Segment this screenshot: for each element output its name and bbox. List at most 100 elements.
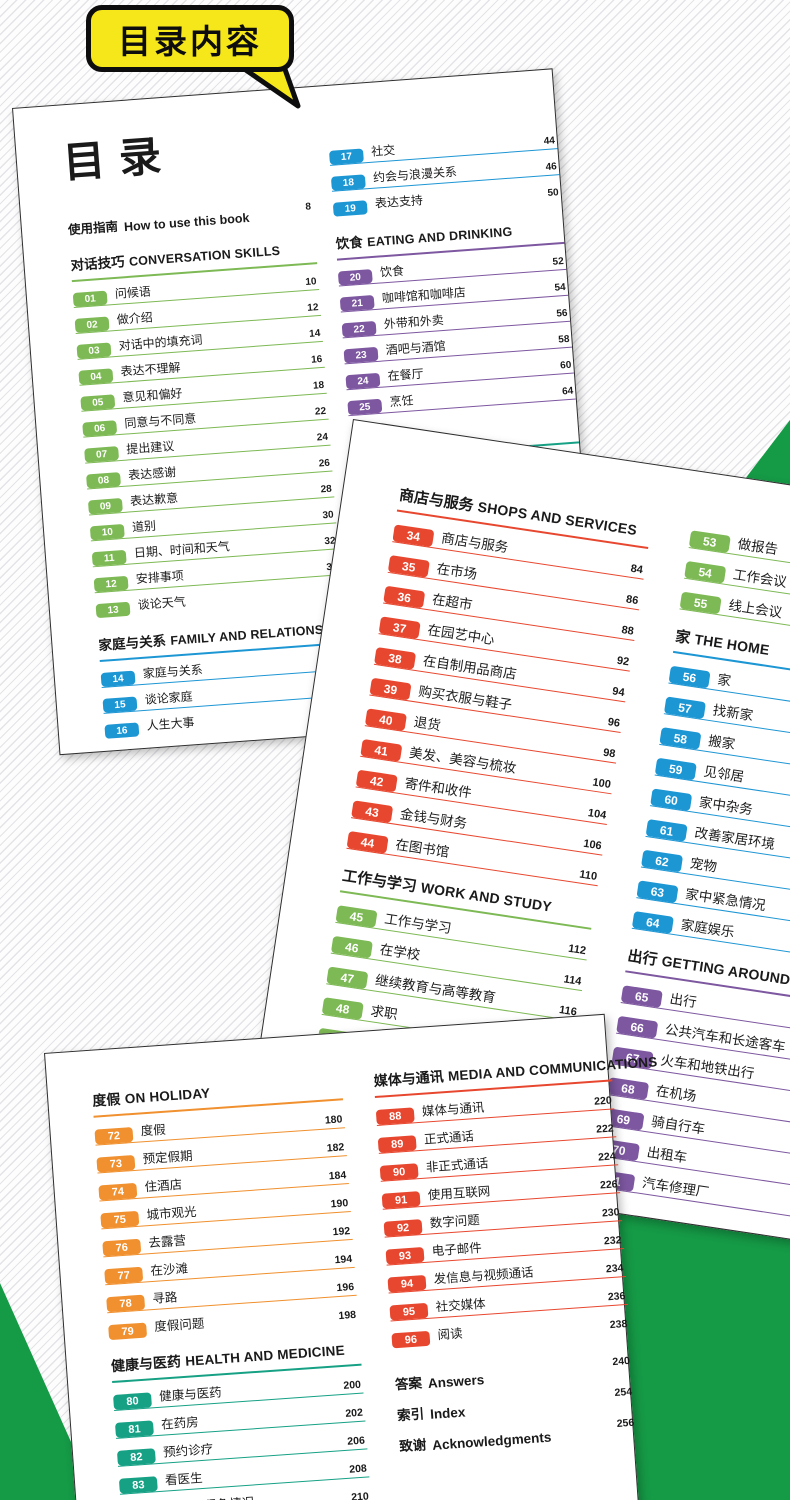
section-title-zh: 工作与学习 [341,867,418,896]
unit-number-badge: 22 [341,320,377,338]
entry-title-zh: 致谢 [398,1437,427,1455]
page-number: 236 [607,1290,626,1304]
page-number: 24 [316,431,329,444]
unit-number-badge: 18 [330,174,366,191]
page-number: 226 [599,1178,618,1192]
unit-title: 在药房 [160,1415,200,1432]
page-number: 114 [562,973,583,988]
page-number: 196 [336,1280,355,1295]
unit-number-badge: 73 [96,1154,136,1173]
page-number: 100 [591,776,612,792]
page-number: 16 [310,353,323,366]
unit-number-badge: 78 [106,1294,146,1313]
unit-number-badge: 88 [375,1107,415,1125]
page-number: 58 [557,333,570,346]
unit-number-badge: 20 [337,269,373,286]
unit-number-badge: 21 [339,295,375,312]
entry-title-zh: 索引 [396,1406,425,1424]
page-number: 50 [547,187,560,199]
page-number: 202 [344,1406,364,1420]
page-number: 52 [552,256,565,268]
page-number: 22 [314,405,327,418]
unit-number-badge: 89 [377,1135,417,1153]
unit-title: 在餐厅 [387,366,425,384]
unit-title: 家 [716,671,732,689]
unit-title: 度假 [140,1122,167,1139]
unit-title: 问候语 [114,284,152,301]
toc-page-3: 度假 ON HOLIDAY 72 度假 180 73 预定假期 182 74 住酒店 184 75 城… [44,1013,658,1500]
unit-number-badge: 77 [104,1266,144,1285]
section-title-zh: 家 [674,628,692,648]
unit-number-badge: 92 [383,1219,423,1237]
page-number: 86 [625,593,640,608]
section-title-zh: 饮食 [335,234,364,252]
page-number: 194 [334,1253,353,1267]
unit-number-badge: 82 [116,1448,156,1466]
page-number: 104 [587,807,608,822]
unit-title: 正式通话 [423,1129,475,1147]
page-number: 198 [338,1308,357,1323]
entry-title-en: Acknowledgments [431,1429,552,1453]
unit-title: 道别 [131,518,157,535]
unit-number-badge: 11 [91,549,127,567]
section-title-en: EATING AND DRINKING [366,224,513,250]
section-title-zh: 出行 [626,947,659,969]
unit-title: 伤痛与紧急情况 [158,1491,255,1500]
section-title-en: THE HOME [693,631,771,658]
toc-title: 目录 [61,133,177,188]
unit-title: 社交 [370,143,396,159]
unit-title: 烹饪 [389,393,415,410]
unit-title: 人生大事 [146,715,196,733]
block-list: 度假 ON HOLIDAY 72 度假 180 73 预定假期 182 74 住酒店 184 75 城… [90,1057,374,1500]
unit-number-badge: 96 [391,1330,431,1349]
page-number: 56 [556,307,568,320]
section-title-en: CONVERSATION SKILLS [128,243,281,269]
unit-title: 寻路 [151,1290,178,1307]
page-number: 208 [348,1462,368,1476]
callout-bubble-box: 目录内容 [86,5,294,72]
section-title-en: ON HOLIDAY [124,1085,211,1107]
unit-title: 社交媒体 [435,1296,487,1315]
section-title-en: HEALTH AND MEDICINE [184,1342,346,1369]
page-number: 14 [308,328,321,340]
page-number: 256 [616,1416,635,1430]
page-number: 206 [346,1434,366,1448]
page-number: 10 [305,276,317,288]
unit-number-badge: 15 [102,696,138,713]
page-number: 64 [561,385,574,398]
unit-number-badge: 94 [387,1274,427,1293]
unit-number-badge: 81 [114,1420,154,1438]
unit-number-badge: 07 [84,446,120,463]
callout-bubble: 目录内容 [80,0,320,120]
unit-number-badge: 16 [104,722,140,739]
unit-title: 在沙滩 [149,1261,189,1279]
page-number: 18 [312,379,325,392]
unit-number-badge: 83 [118,1476,158,1494]
unit-number-badge: 74 [98,1182,138,1201]
entry-title-zh: 使用指南 [67,219,119,238]
unit-title: 做介绍 [116,310,154,327]
page3-column-2: 媒体与通讯 MEDIA AND COMMUNICATIONS 88 媒体与通讯 220… [371,1038,658,1456]
unit-title: 城市观光 [146,1204,197,1223]
unit-number-badge: 19 [332,200,368,217]
page-number: 92 [616,654,630,669]
unit-number-badge: 04 [78,368,114,385]
page-number: 234 [605,1262,624,1276]
unit-number-badge: 76 [102,1238,142,1257]
unit-number-badge: 75 [100,1210,140,1229]
unit-number-badge: 90 [379,1163,419,1181]
section-title-zh: 商店与服务 [397,486,475,515]
page-number: 240 [611,1354,631,1369]
unit-number-badge: 14 [100,670,136,687]
unit-title: 预约诊疗 [162,1442,214,1460]
page-number: 26 [318,457,331,470]
unit-title: 电子邮件 [431,1240,483,1259]
unit-title: 饮食 [379,263,405,280]
unit-number-badge: 02 [74,316,110,333]
unit-title: 度假问题 [153,1316,205,1334]
unit-number-badge: 13 [95,601,131,619]
unit-number-badge: 01 [72,290,108,308]
page-number: 28 [320,483,333,496]
page-number: 84 [629,562,644,577]
